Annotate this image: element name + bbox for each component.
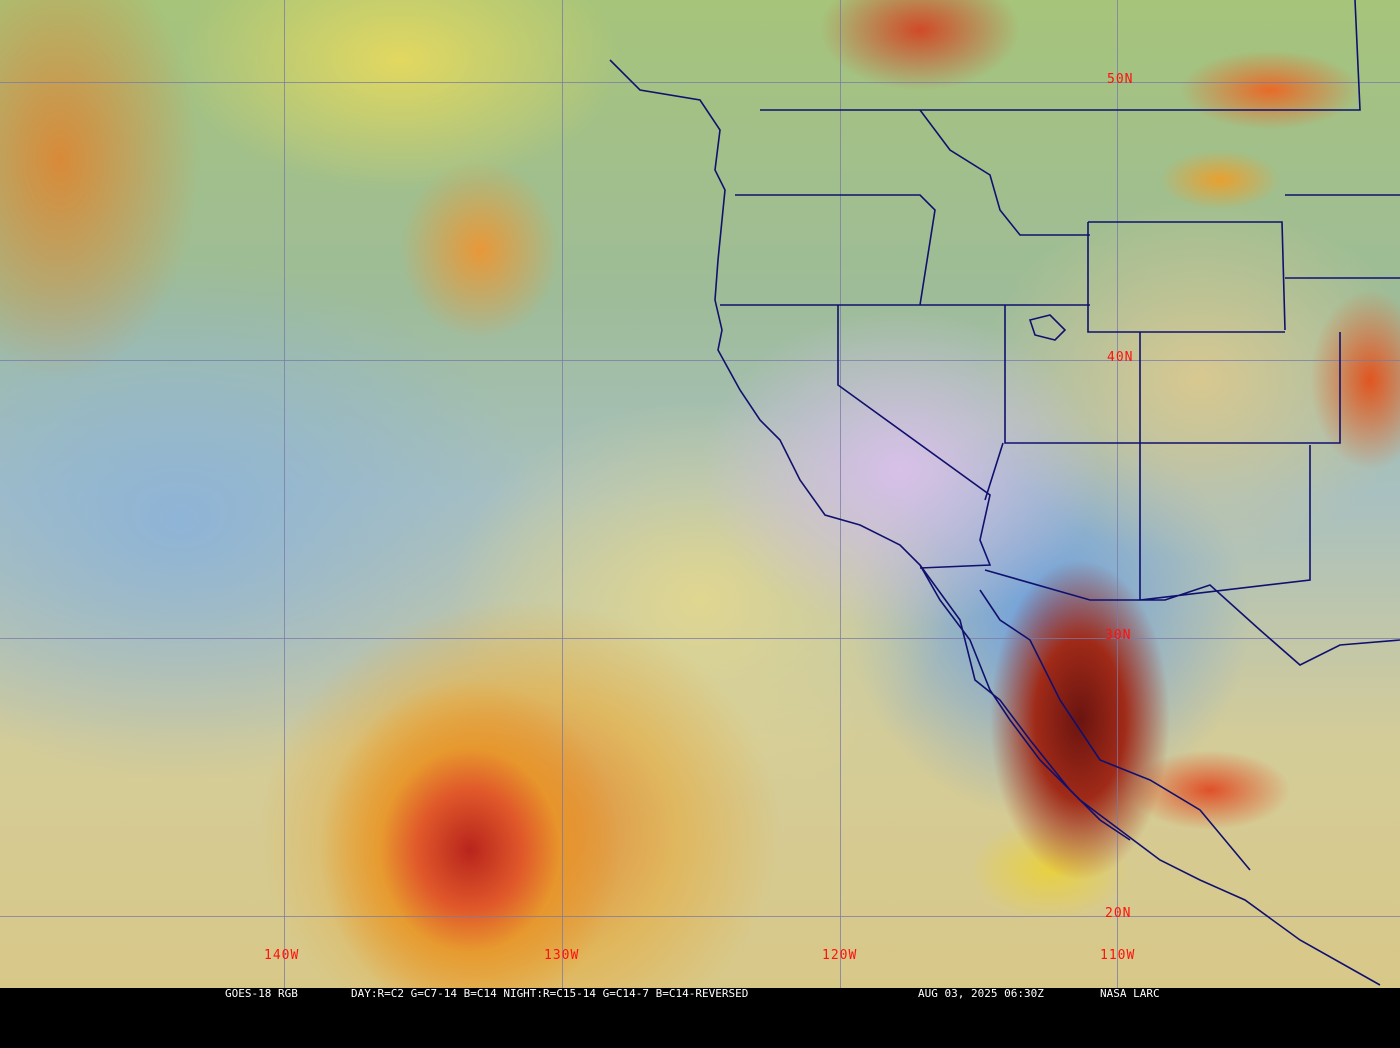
parallel-40n — [0, 360, 1400, 361]
us-canada-border — [760, 0, 1361, 111]
caption-bar: GOES-18 RGB DAY:R=C2 G=C7-14 B=C14 NIGHT… — [0, 988, 1400, 1000]
meridian-140w — [284, 0, 285, 988]
parallel-50n — [0, 82, 1400, 83]
lat-label-40n: 40N — [1107, 350, 1134, 365]
state-borders — [720, 109, 1400, 666]
baja-peninsula — [919, 564, 1251, 871]
lat-label-30n: 30N — [1105, 628, 1132, 643]
lon-label-130w: 130W — [544, 948, 580, 963]
meridian-120w — [840, 0, 841, 988]
meridian-110w — [1117, 0, 1118, 988]
source: NASA LARC — [1100, 987, 1160, 1000]
satellite-image: 50N 40N 30N 20N 140W 130W 120W 110W — [0, 0, 1400, 988]
lon-label-110w: 110W — [1100, 948, 1136, 963]
west-coastline — [609, 59, 1381, 986]
political-borders — [609, 0, 1400, 986]
meridian-130w — [562, 0, 563, 988]
lon-label-140w: 140W — [264, 948, 300, 963]
great-salt-lake — [1028, 314, 1067, 341]
parallel-20n — [0, 916, 1400, 917]
parallel-30n — [0, 638, 1400, 639]
lat-label-50n: 50N — [1107, 72, 1134, 87]
lat-label-20n: 20N — [1105, 906, 1132, 921]
lon-label-120w: 120W — [822, 948, 858, 963]
rgb-recipe: DAY:R=C2 G=C7-14 B=C14 NIGHT:R=C15-14 G=… — [351, 987, 749, 1000]
satellite-name: GOES-18 RGB — [225, 987, 298, 1000]
timestamp: AUG 03, 2025 06:30Z — [918, 987, 1044, 1000]
